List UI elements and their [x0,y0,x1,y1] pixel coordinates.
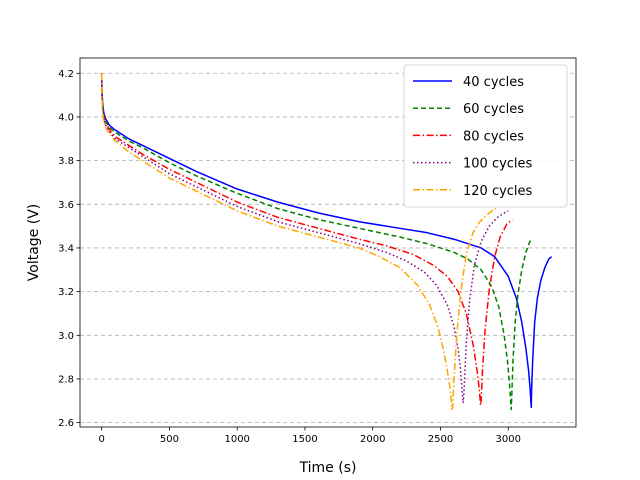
y-tick-label: 2.8 [58,374,74,385]
y-tick-label: 3.8 [58,156,74,167]
y-tick-label: 3.2 [58,287,74,298]
x-tick-label: 2000 [360,434,385,445]
series-line-5 [100,73,497,411]
y-tick-label: 2.6 [58,418,74,429]
plot-frame [79,57,577,428]
x-tick-label: 500 [160,434,179,445]
y-tick-label: 3.4 [58,243,74,254]
legend-label-2: 60 cycles [463,102,524,117]
y-tick-label: 3.6 [58,200,74,211]
legend-box [403,64,568,208]
x-tick-label: 0 [98,434,104,445]
x-tick-label: 3000 [496,434,521,445]
x-tick-label: 1500 [292,434,317,445]
y-tick-label: 4.0 [58,112,74,123]
y-tick-label: 3.0 [58,331,74,342]
x-axis-label: Time (s) [299,460,357,476]
x-tick-label: 1000 [224,434,249,445]
y-axis-label: Voltage (V) [26,204,42,281]
series-line-2 [100,73,534,411]
legend-label-5: 120 cycles [463,184,533,199]
series-line-1 [100,73,553,409]
y-tick-label: 4.2 [58,69,74,80]
legend-label-3: 80 cycles [463,129,524,144]
legend: 40 cycles 60 cycles 80 cycles 100 cycles 120… [403,64,568,208]
legend-label-4: 100 cycles [463,157,533,172]
legend-label-1: 40 cycles [463,75,524,90]
series-lines [100,73,553,411]
x-tick-label: 2500 [428,434,453,445]
axis-ticks: 0 500 1000 1500 2000 2500 3000 2.6 2.8 3.0 3.2 3.4 3… [58,69,521,445]
